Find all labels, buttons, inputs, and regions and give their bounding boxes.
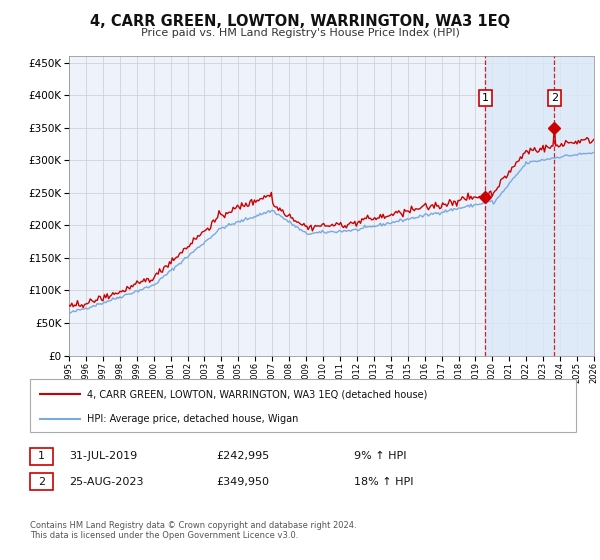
Bar <box>485 56 594 356</box>
Text: 4, CARR GREEN, LOWTON, WARRINGTON, WA3 1EQ: 4, CARR GREEN, LOWTON, WARRINGTON, WA3 1… <box>90 14 510 29</box>
Text: 31-JUL-2019: 31-JUL-2019 <box>69 451 137 461</box>
Text: 2: 2 <box>38 477 45 487</box>
Text: 18% ↑ HPI: 18% ↑ HPI <box>354 477 413 487</box>
Text: Price paid vs. HM Land Registry's House Price Index (HPI): Price paid vs. HM Land Registry's House … <box>140 28 460 38</box>
Text: 2: 2 <box>551 93 558 103</box>
Text: 1: 1 <box>482 93 489 103</box>
Text: 25-AUG-2023: 25-AUG-2023 <box>69 477 143 487</box>
Text: £242,995: £242,995 <box>216 451 269 461</box>
Text: Contains HM Land Registry data © Crown copyright and database right 2024.
This d: Contains HM Land Registry data © Crown c… <box>30 521 356 540</box>
Text: 1: 1 <box>38 451 45 461</box>
Text: 4, CARR GREEN, LOWTON, WARRINGTON, WA3 1EQ (detached house): 4, CARR GREEN, LOWTON, WARRINGTON, WA3 1… <box>87 389 427 399</box>
Bar <box>554 56 594 356</box>
Text: £349,950: £349,950 <box>216 477 269 487</box>
Text: HPI: Average price, detached house, Wigan: HPI: Average price, detached house, Wiga… <box>87 414 298 424</box>
Text: 9% ↑ HPI: 9% ↑ HPI <box>354 451 407 461</box>
